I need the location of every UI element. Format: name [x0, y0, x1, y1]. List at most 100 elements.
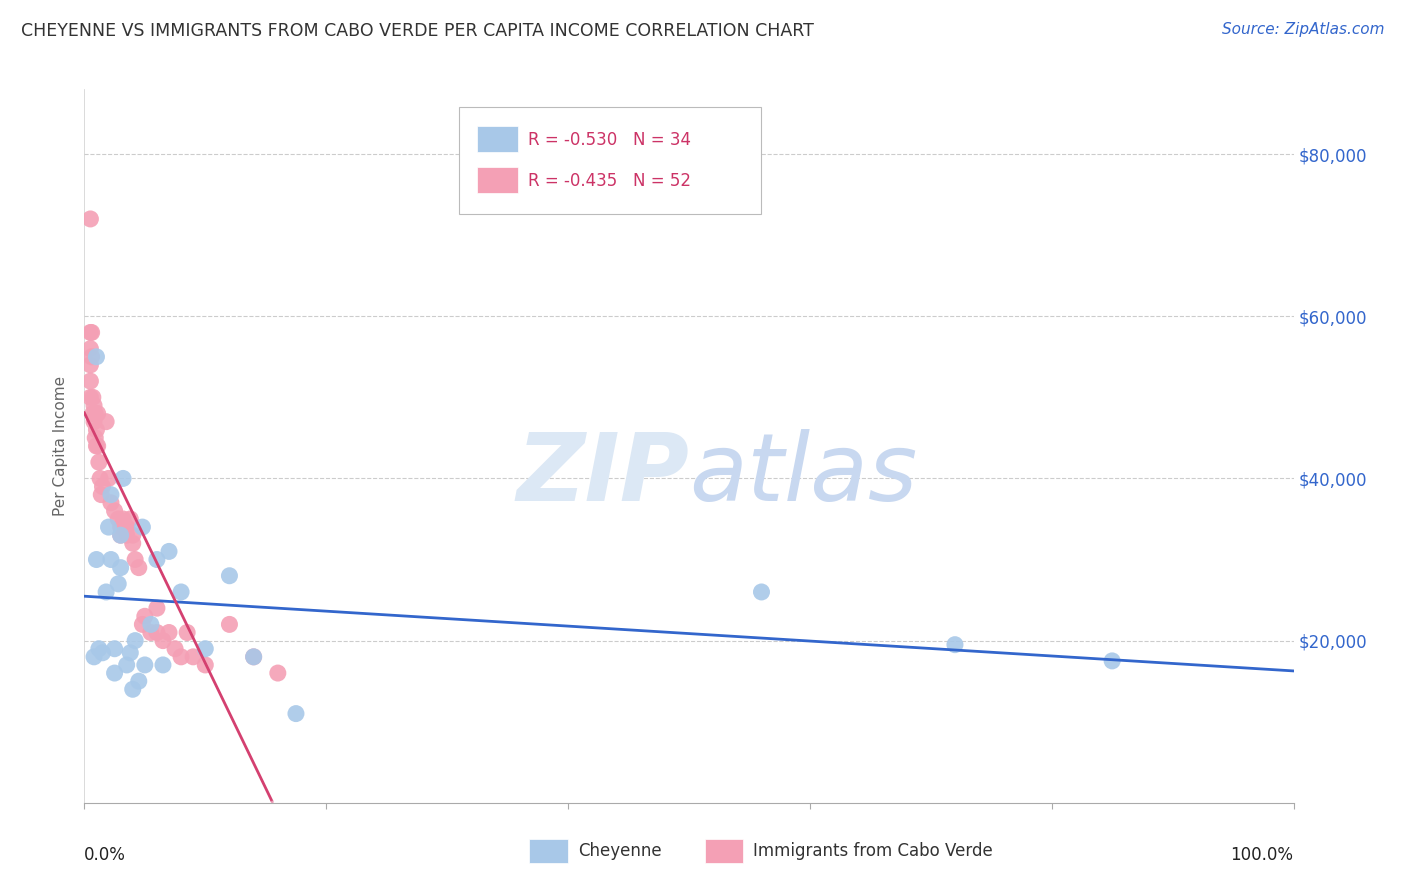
- Point: [157, 625, 180, 640]
- Point: [181, 649, 204, 664]
- Point: [176, 625, 198, 640]
- Point: [104, 504, 127, 518]
- Point: [120, 512, 142, 526]
- Point: [124, 633, 146, 648]
- Point: [86, 423, 108, 437]
- FancyBboxPatch shape: [478, 167, 519, 193]
- Point: [1101, 654, 1123, 668]
- Point: [131, 520, 153, 534]
- Text: Source: ZipAtlas.com: Source: ZipAtlas.com: [1222, 22, 1385, 37]
- Point: [79, 358, 101, 372]
- Point: [267, 666, 290, 681]
- Point: [165, 641, 187, 656]
- Point: [110, 520, 132, 534]
- Text: Immigrants from Cabo Verde: Immigrants from Cabo Verde: [754, 842, 993, 860]
- Point: [83, 649, 105, 664]
- Point: [100, 552, 122, 566]
- Point: [79, 342, 101, 356]
- Point: [79, 374, 101, 388]
- Point: [285, 706, 308, 721]
- Point: [121, 536, 143, 550]
- Point: [110, 528, 132, 542]
- Point: [146, 601, 169, 615]
- Point: [121, 528, 143, 542]
- Point: [104, 641, 127, 656]
- Point: [86, 439, 108, 453]
- Text: ZIP: ZIP: [516, 428, 689, 521]
- Point: [107, 512, 129, 526]
- Point: [94, 415, 117, 429]
- Point: [218, 617, 240, 632]
- Point: [100, 496, 122, 510]
- Point: [87, 455, 110, 469]
- FancyBboxPatch shape: [529, 839, 568, 863]
- Y-axis label: Per Capita Income: Per Capita Income: [53, 376, 69, 516]
- Point: [120, 646, 142, 660]
- Point: [82, 407, 104, 421]
- FancyBboxPatch shape: [478, 127, 519, 152]
- Point: [79, 326, 101, 340]
- Point: [104, 666, 127, 681]
- Point: [134, 657, 156, 672]
- Point: [97, 520, 120, 534]
- Point: [112, 471, 135, 485]
- Point: [86, 439, 108, 453]
- Point: [84, 431, 107, 445]
- Point: [100, 488, 122, 502]
- Text: 100.0%: 100.0%: [1230, 846, 1294, 863]
- Point: [121, 682, 143, 697]
- Text: R = -0.435   N = 52: R = -0.435 N = 52: [529, 171, 692, 189]
- Point: [943, 638, 966, 652]
- Point: [157, 544, 180, 558]
- Point: [94, 585, 117, 599]
- Point: [131, 617, 153, 632]
- Text: atlas: atlas: [689, 429, 917, 520]
- Point: [146, 625, 169, 640]
- Point: [115, 528, 138, 542]
- Point: [115, 657, 138, 672]
- Point: [87, 641, 110, 656]
- Point: [91, 646, 114, 660]
- Point: [751, 585, 773, 599]
- FancyBboxPatch shape: [704, 839, 744, 863]
- Point: [90, 488, 112, 502]
- Point: [128, 674, 150, 689]
- Point: [97, 471, 120, 485]
- Point: [110, 560, 132, 574]
- Point: [86, 407, 108, 421]
- Point: [218, 568, 240, 582]
- Point: [242, 649, 264, 664]
- Text: Cheyenne: Cheyenne: [578, 842, 661, 860]
- Point: [80, 350, 103, 364]
- Point: [242, 649, 264, 664]
- Point: [146, 552, 169, 566]
- Point: [170, 585, 193, 599]
- Point: [152, 657, 174, 672]
- Point: [83, 399, 105, 413]
- Point: [170, 649, 193, 664]
- Point: [139, 625, 162, 640]
- Point: [83, 415, 105, 429]
- Point: [84, 407, 107, 421]
- Text: CHEYENNE VS IMMIGRANTS FROM CABO VERDE PER CAPITA INCOME CORRELATION CHART: CHEYENNE VS IMMIGRANTS FROM CABO VERDE P…: [21, 22, 814, 40]
- Point: [194, 657, 217, 672]
- Point: [124, 552, 146, 566]
- Text: 0.0%: 0.0%: [84, 846, 127, 863]
- Text: R = -0.530   N = 34: R = -0.530 N = 34: [529, 131, 692, 149]
- Point: [134, 609, 156, 624]
- Point: [89, 471, 111, 485]
- Point: [79, 211, 101, 226]
- FancyBboxPatch shape: [460, 107, 762, 214]
- Point: [110, 528, 132, 542]
- Point: [107, 577, 129, 591]
- Point: [139, 617, 162, 632]
- Point: [152, 633, 174, 648]
- Point: [80, 326, 103, 340]
- Point: [86, 350, 108, 364]
- Point: [112, 512, 135, 526]
- Point: [86, 552, 108, 566]
- Point: [115, 520, 138, 534]
- Point: [128, 560, 150, 574]
- Point: [82, 390, 104, 404]
- Point: [194, 641, 217, 656]
